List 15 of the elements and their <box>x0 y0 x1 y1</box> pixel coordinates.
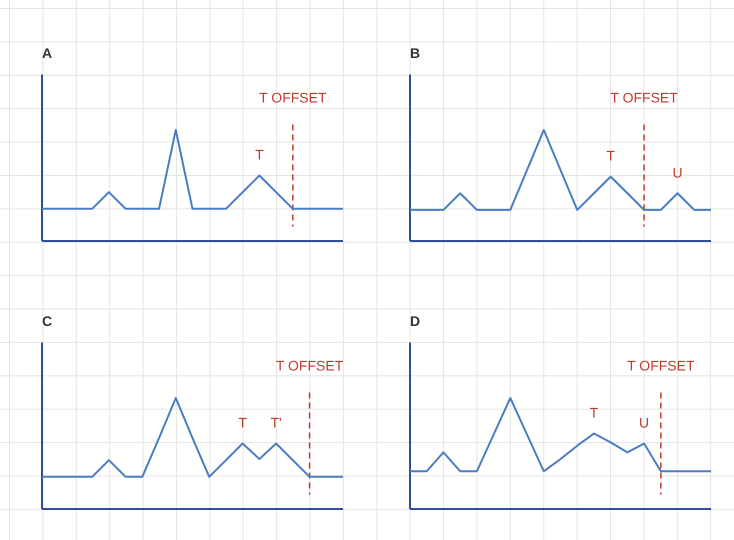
chart-title: B <box>410 45 420 61</box>
annotation: U <box>672 164 683 180</box>
annotation: U <box>639 414 650 431</box>
text: T OFFSET <box>610 89 678 106</box>
annotation: T <box>238 414 248 431</box>
text: T OFFSET <box>259 89 327 106</box>
chart-title: A <box>42 45 52 61</box>
annotation: T <box>606 148 616 164</box>
annotation: T <box>590 404 599 421</box>
annotation: T' <box>270 414 282 431</box>
text: T OFFSET <box>276 357 344 374</box>
chart-title: C <box>42 313 52 329</box>
text: T OFFSET <box>627 357 695 374</box>
chart-title: D <box>410 313 420 329</box>
annotation: T <box>255 146 264 163</box>
